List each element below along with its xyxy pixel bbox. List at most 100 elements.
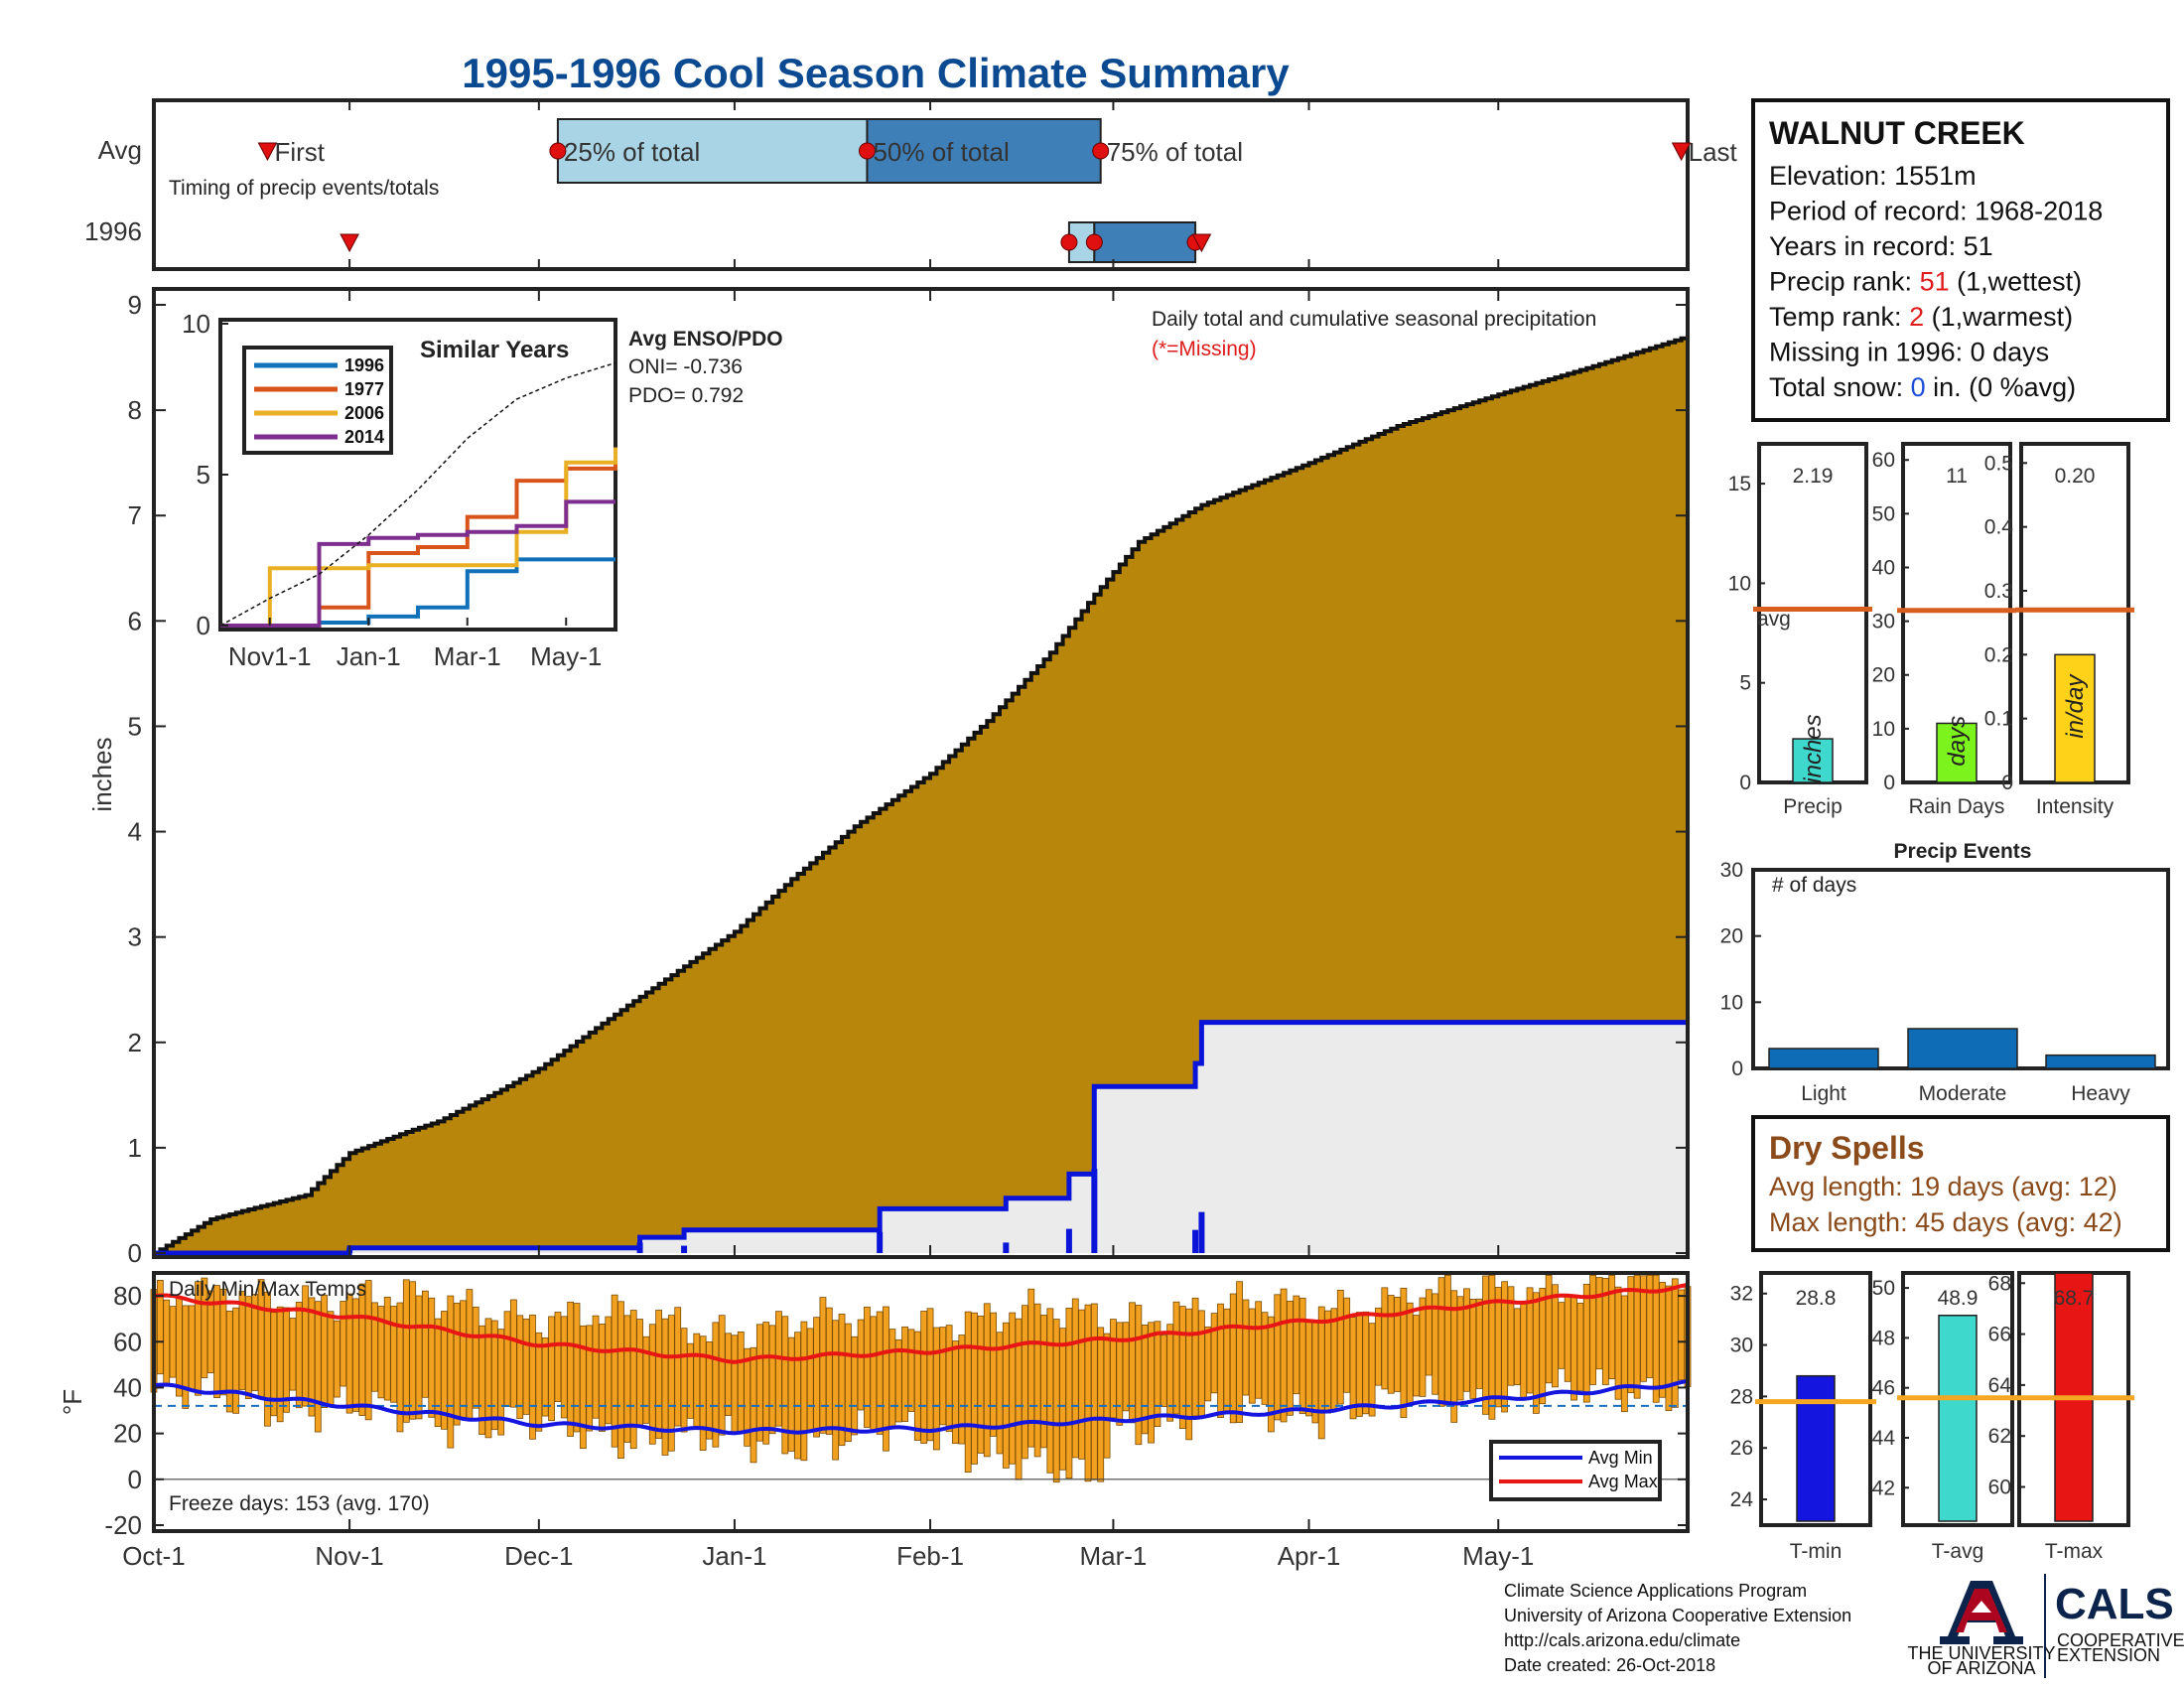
temp-day-bar-14 — [238, 1291, 246, 1390]
station-name: WALNUT CREEK — [1769, 115, 2025, 151]
temp-day-bar-187 — [1330, 1308, 1338, 1410]
daily-precip-bar-10 — [1198, 1211, 1205, 1253]
temp-day-bar-173 — [1242, 1299, 1250, 1396]
coop-text-1: COOPERATIVE — [2057, 1630, 2184, 1650]
temp-day-bar-197 — [1394, 1297, 1401, 1392]
temp-day-bar-133 — [990, 1312, 998, 1437]
summary-unit-2: in/day — [2062, 673, 2089, 739]
temp-day-bar-144 — [1059, 1328, 1066, 1471]
station-line-0: Elevation: 1551m — [1769, 161, 1977, 191]
temp-summary-ytick-label-2-3: 66 — [1988, 1324, 2011, 1346]
dry-spells-max: Max length: 45 days (avg: 42) — [1769, 1207, 2122, 1237]
timing-row-avg-label: Avg — [98, 135, 142, 165]
precip-ytick-label-0: 0 — [128, 1238, 142, 1268]
timing-note: Timing of precip events/totals — [169, 177, 439, 200]
avg-min-line — [153, 1378, 1689, 1436]
temp-day-bar-103 — [800, 1321, 808, 1462]
daily-precip-bar-8 — [1091, 1169, 1098, 1253]
temp-day-bar-190 — [1349, 1317, 1357, 1420]
summary-frame-0 — [1757, 442, 1868, 784]
temp-day-bar-201 — [1419, 1297, 1427, 1397]
timing-panel: Avg 1996 Timing of precip events/totals … — [84, 98, 1738, 271]
temp-day-bar-158 — [1148, 1322, 1155, 1444]
station-line-3: Precip rank: 51 (1,wettest) — [1769, 267, 2082, 297]
station-line-4-value: 2 — [1909, 302, 1924, 332]
temp-day-bar-186 — [1324, 1310, 1331, 1414]
ua-logo: THE UNIVERSITY OF ARIZONA — [1907, 1581, 2056, 1678]
summary-unit-1: days — [1944, 716, 1971, 767]
temp-day-bar-57 — [510, 1299, 517, 1408]
temp-day-bar-141 — [1040, 1315, 1047, 1449]
daily-precip-bar-7 — [1065, 1228, 1072, 1253]
temp-summary-value-2: 68.7 — [2054, 1287, 2095, 1310]
events-bars: Light Moderate Heavy 0 10 20 30 — [1720, 859, 2156, 1105]
footer-line-2: University of Arizona Cooperative Extens… — [1504, 1606, 1851, 1625]
temp-day-bar-86 — [693, 1333, 701, 1428]
daily-precip-bar-4 — [681, 1245, 688, 1253]
temp-day-bar-119 — [901, 1326, 909, 1423]
summary-ytick-label-2-3: 0.3 — [1984, 580, 2013, 603]
station-line-6-suffix: in. (0 %avg) — [1926, 372, 2077, 402]
station-line-4-label: Temp rank: — [1769, 302, 1909, 332]
temp-day-bar-146 — [1071, 1298, 1079, 1459]
temp-summary-ytick-label-1-2: 46 — [1872, 1377, 1895, 1400]
temp-summary-value-0: 28.8 — [1796, 1287, 1837, 1310]
coop-text-2: EXTENSION — [2057, 1645, 2160, 1665]
legend-avg-max: Avg Max — [1588, 1472, 1658, 1491]
inset-ytick-label-0: 0 — [197, 611, 210, 640]
summary-ytick-label-2-0: 0 — [2001, 772, 2013, 794]
temp-day-bar-224 — [1564, 1294, 1571, 1382]
timing-avg-first-marker — [257, 142, 278, 162]
date-axis-label-1: Nov-1 — [315, 1541, 383, 1571]
temp-summary-ytick-label-0-0: 24 — [1730, 1488, 1754, 1511]
temp-day-bar-138 — [1022, 1305, 1028, 1460]
temp-day-bar-69 — [586, 1325, 594, 1432]
summary-value-2: 0.20 — [2055, 465, 2096, 488]
temp-frame — [152, 1271, 1690, 1533]
temp-day-bar-234 — [1627, 1276, 1635, 1394]
cals-logo: CALS COOPERATIVE EXTENSION — [2055, 1580, 2184, 1665]
temp-day-bar-72 — [605, 1316, 613, 1425]
summary-bar-0 — [1792, 738, 1834, 783]
temp-day-bar-34 — [364, 1280, 372, 1421]
inset-series-2014 — [220, 499, 615, 628]
temp-day-bar-84 — [680, 1328, 688, 1433]
temp-day-bar-112 — [857, 1319, 865, 1411]
temp-day-bar-26 — [314, 1301, 322, 1433]
temp-day-bar-198 — [1400, 1287, 1408, 1418]
temp-ytick-label-0: -20 — [104, 1510, 142, 1540]
temp-day-bar-117 — [888, 1329, 896, 1427]
inset-series-avg — [219, 361, 616, 627]
temp-legend: Avg Min Avg Max — [1489, 1440, 1662, 1501]
temp-day-bar-185 — [1317, 1306, 1325, 1440]
temp-day-bar-98 — [768, 1325, 776, 1435]
temp-day-bar-192 — [1362, 1311, 1370, 1415]
temp-summary-ytick-label-0-3: 30 — [1730, 1335, 1753, 1357]
summary-ytick-label-0-3: 15 — [1728, 473, 1751, 495]
timing-last-label: Last — [1689, 137, 1738, 167]
temp-day-bar-152 — [1110, 1319, 1117, 1419]
temp-day-bar-216 — [1513, 1308, 1521, 1385]
temp-day-bar-90 — [718, 1315, 726, 1436]
summary-ytick-label-0-2: 10 — [1728, 572, 1751, 595]
footer-line-1: Climate Science Applications Program — [1504, 1581, 1807, 1601]
inset-xtick-label-1: Jan-1 — [337, 641, 401, 671]
temp-day-bar-207 — [1456, 1296, 1464, 1401]
temp-summary-ytick-label-1-3: 48 — [1872, 1327, 1895, 1349]
timing-year-p50-marker — [1085, 233, 1103, 251]
dry-spells-avg: Avg length: 19 days (avg: 12) — [1769, 1172, 2117, 1201]
temp-day-bar-30 — [340, 1301, 347, 1387]
temp-day-bar-217 — [1520, 1303, 1528, 1400]
temp-day-bar-228 — [1589, 1274, 1597, 1385]
inset-legend-label-1: 1977 — [344, 379, 384, 399]
precip-missing-note: (*=Missing) — [1152, 338, 1257, 360]
inset-ytick-label-2: 10 — [182, 309, 210, 339]
summary-bars: 0 5 10 15 2.19 Precip inches 0 10 20 30 40 50 60 11 Rai… — [1728, 442, 2134, 818]
inset-xtick-label-0: Nov1-1 — [228, 641, 312, 671]
temp-day-bar-77 — [636, 1319, 643, 1428]
year-cumulative-area — [154, 1022, 1688, 1253]
summary-ytick-label-1-3: 30 — [1872, 611, 1895, 633]
temp-day-bar-2 — [163, 1299, 171, 1387]
precip-ytick-label-8: 8 — [128, 395, 142, 425]
enso-title: Avg ENSO/PDO — [628, 328, 783, 351]
